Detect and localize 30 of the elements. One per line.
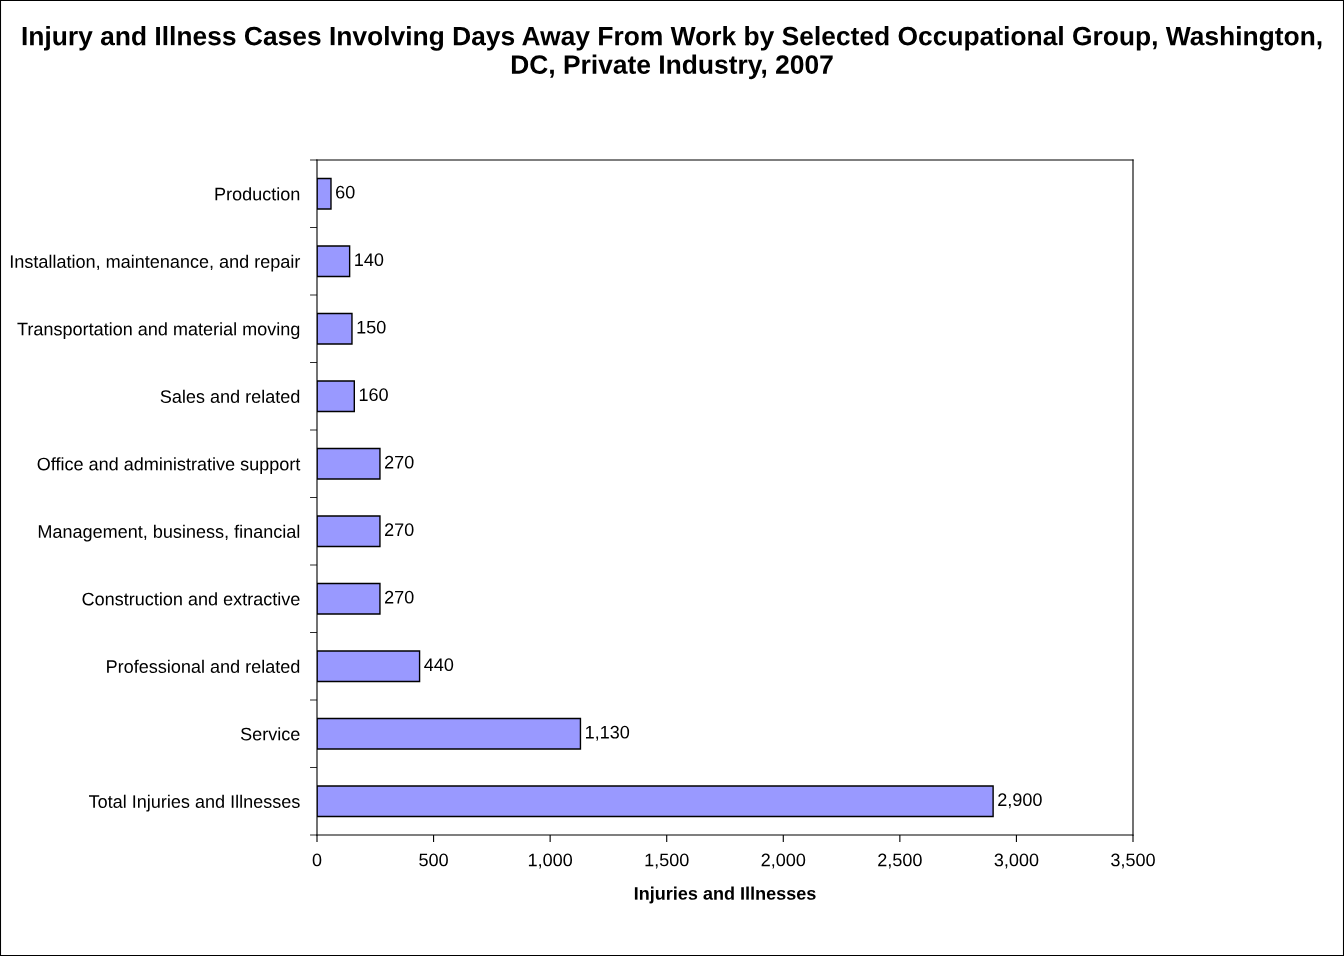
- data-label: 2,900: [998, 793, 1042, 809]
- chart-title: Injury and Illness Cases Involving Days Away From Work by Selected Occupational Group, Washington, DC, Private Industry, 2007: [22, 26, 1322, 80]
- y-tick-label: Management, business, financial: [38, 524, 300, 542]
- data-label: 270: [385, 590, 414, 604]
- y-tick-label: Total Injuries and Illnesses: [89, 794, 300, 812]
- data-label: 140: [355, 253, 384, 267]
- x-tick-label: 1,000: [528, 853, 573, 869]
- y-tick-label: Construction and extractive: [82, 592, 300, 606]
- data-label: 160: [359, 388, 388, 402]
- x-tick-label: 2,500: [878, 853, 922, 869]
- x-tick-label: 0: [312, 853, 322, 867]
- data-label: 270: [385, 523, 414, 537]
- y-tick-label: Installation, maintenance, and repair: [10, 254, 301, 272]
- y-tick-label: Transportation and material moving: [17, 322, 300, 340]
- y-tick-label: Sales and related: [160, 389, 300, 403]
- y-tick-label: Professional and related: [107, 659, 300, 673]
- x-tick-label: 3,000: [994, 853, 1039, 869]
- x-tick-label: 3,500: [1111, 853, 1155, 869]
- x-axis-title: Injuries and Illnesses: [634, 886, 816, 904]
- data-label: 150: [357, 320, 386, 334]
- x-tick-label: 2,000: [761, 853, 806, 869]
- data-label: 1,130: [585, 725, 630, 741]
- y-tick-label: Service: [240, 727, 300, 741]
- data-label: 270: [385, 455, 414, 469]
- x-tick-label: 1,500: [645, 853, 689, 869]
- y-tick-label: Production: [215, 187, 300, 201]
- data-label: 440: [424, 658, 454, 672]
- x-tick-label: 500: [419, 853, 448, 867]
- data-label: 60: [336, 185, 355, 199]
- y-tick-label: Office and administrative support: [37, 457, 301, 475]
